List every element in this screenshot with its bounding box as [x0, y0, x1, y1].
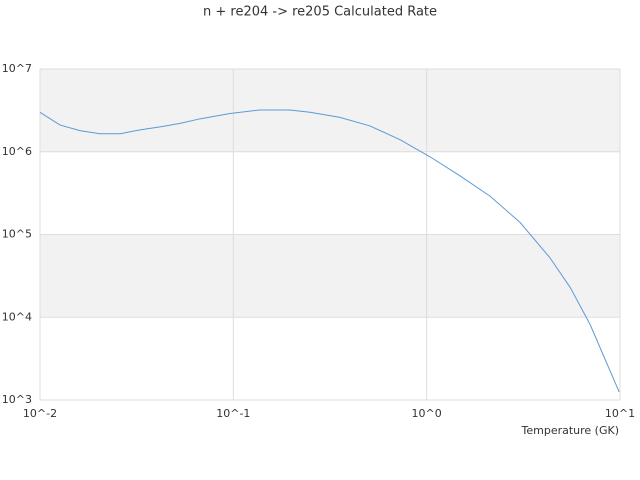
y-tick-label: 10^5 — [2, 228, 32, 241]
y-tick-label: 10^4 — [2, 310, 32, 323]
x-tick-label: 10^-1 — [216, 407, 250, 420]
chart-title: n + re204 -> re205 Calculated Rate — [203, 5, 437, 20]
data-line — [39, 109, 620, 393]
x-tick-label: 10^1 — [605, 407, 635, 420]
y-tick-label: 10^6 — [2, 145, 32, 158]
y-tick-label: 10^3 — [2, 393, 32, 406]
y-tick-label: 10^7 — [2, 62, 32, 75]
x-tick-label: 10^-2 — [23, 407, 57, 420]
x-axis-title: Temperature (GK) — [521, 424, 620, 437]
grid-band — [40, 234, 620, 318]
x-tick-label: 10^0 — [412, 407, 442, 420]
grid-band — [40, 69, 620, 152]
